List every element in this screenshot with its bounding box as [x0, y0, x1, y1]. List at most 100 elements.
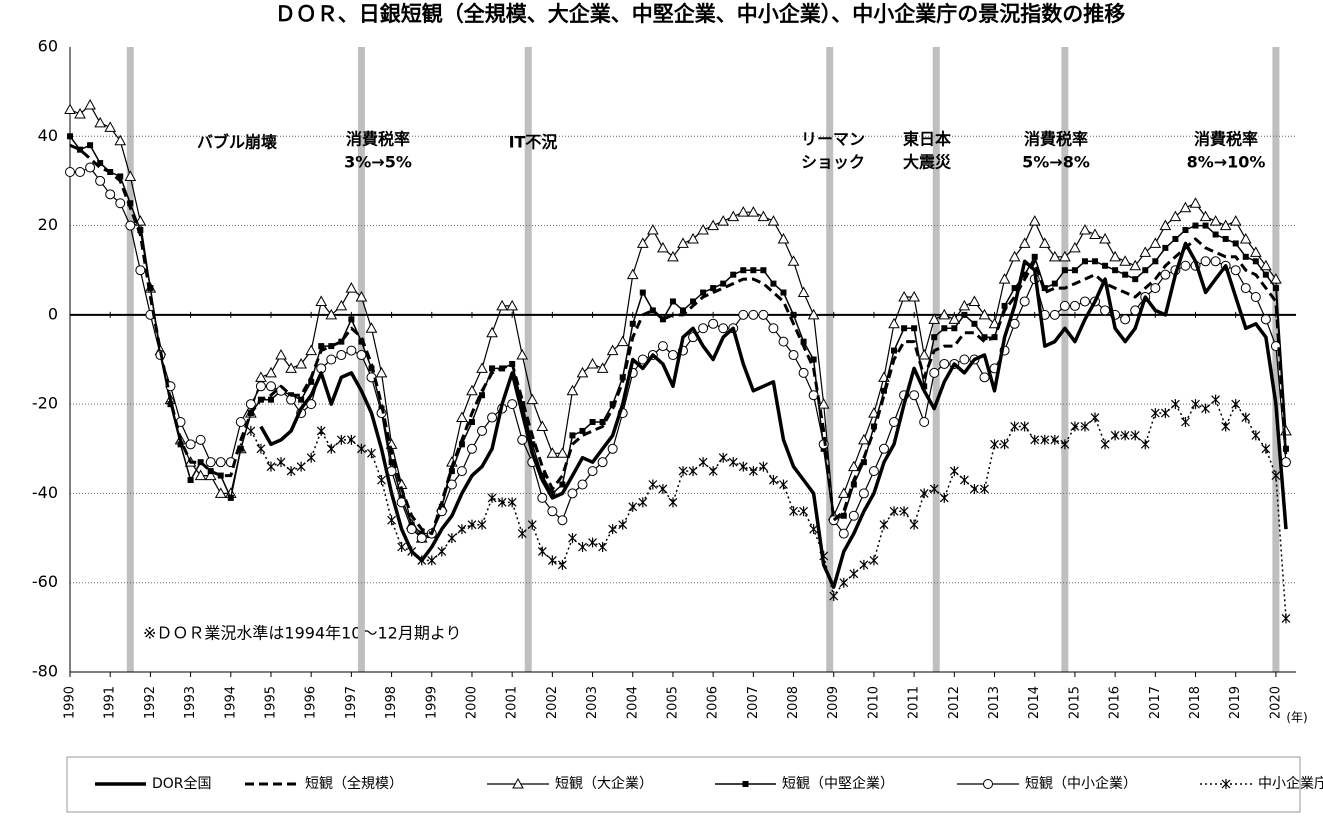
marker	[1229, 215, 1242, 226]
marker	[990, 439, 999, 450]
marker	[859, 559, 869, 570]
marker	[958, 299, 971, 311]
marker	[1089, 228, 1101, 239]
marker	[285, 362, 297, 373]
marker	[848, 510, 859, 521]
marker	[316, 425, 326, 436]
marker	[486, 326, 498, 338]
marker	[981, 334, 988, 341]
marker	[1080, 421, 1090, 432]
x-tick-label: 2019	[1228, 686, 1243, 719]
marker	[637, 354, 648, 365]
marker	[800, 338, 807, 345]
marker	[1120, 314, 1131, 325]
marker	[497, 497, 507, 508]
marker	[215, 457, 226, 468]
marker	[125, 220, 136, 231]
x-tick-label: 1996	[304, 686, 319, 719]
x-tick-label: 2014	[1027, 686, 1042, 719]
marker	[265, 381, 276, 392]
marker	[809, 524, 819, 535]
marker	[959, 354, 970, 365]
marker	[928, 313, 941, 324]
marker	[97, 160, 104, 167]
event-label: 大震災	[903, 153, 952, 172]
marker	[516, 349, 529, 360]
marker	[468, 419, 475, 425]
x-tick-label: 1993	[183, 686, 198, 719]
marker	[1059, 300, 1070, 311]
marker	[647, 224, 659, 235]
legend-label: 中小企業庁	[1258, 775, 1323, 792]
marker	[908, 290, 920, 302]
marker	[338, 338, 345, 345]
y-tick-label: 60	[38, 37, 58, 56]
marker	[586, 357, 599, 369]
marker	[667, 250, 679, 262]
x-tick-label: 2020	[1268, 686, 1283, 719]
marker	[840, 512, 847, 519]
marker	[939, 358, 950, 369]
marker	[557, 559, 567, 570]
marker	[1160, 269, 1171, 280]
marker	[1219, 219, 1232, 231]
marker	[114, 134, 127, 146]
marker	[1152, 258, 1159, 265]
marker	[326, 443, 336, 454]
marker	[607, 443, 618, 454]
marker	[466, 384, 478, 396]
marker	[375, 366, 388, 378]
marker	[777, 232, 790, 244]
marker	[205, 457, 216, 468]
marker	[104, 121, 117, 132]
marker	[718, 452, 728, 463]
marker	[576, 366, 589, 378]
marker	[901, 325, 908, 332]
series	[64, 99, 1292, 543]
marker	[700, 289, 707, 296]
marker	[1050, 434, 1060, 445]
marker	[115, 198, 126, 209]
marker	[1189, 197, 1202, 208]
marker	[1199, 210, 1212, 222]
legend-box	[66, 756, 1301, 813]
marker	[1071, 267, 1078, 274]
marker	[983, 779, 993, 789]
marker	[1120, 430, 1130, 441]
marker	[1110, 430, 1120, 441]
marker	[678, 466, 688, 477]
event-label: 3%→5%	[344, 153, 412, 172]
marker	[727, 210, 740, 222]
marker	[577, 479, 588, 490]
marker	[787, 255, 800, 266]
marker	[137, 227, 144, 234]
marker	[988, 317, 1001, 329]
marker	[1100, 305, 1111, 316]
marker	[437, 546, 447, 557]
marker	[1090, 412, 1100, 423]
marker	[1081, 258, 1088, 265]
marker	[1001, 302, 1008, 309]
marker	[718, 323, 729, 334]
marker	[214, 487, 227, 498]
marker	[1122, 271, 1129, 278]
marker	[608, 524, 618, 535]
series	[69, 143, 1288, 536]
marker	[578, 542, 587, 552]
marker	[1130, 430, 1140, 441]
x-tick-label: 1990	[63, 686, 78, 719]
marker	[447, 533, 457, 544]
marker	[567, 488, 578, 499]
marker	[597, 457, 608, 468]
marker	[267, 396, 274, 403]
marker	[688, 466, 698, 477]
x-tick-label: 1998	[384, 686, 399, 719]
marker	[1092, 258, 1099, 265]
chart-title: ＤＯＲ、日銀短観（全規模、大企業、中堅企業、中小企業）、中小企業庁の景況指数の推…	[275, 2, 1126, 26]
marker	[1251, 430, 1261, 441]
marker	[1160, 408, 1170, 419]
marker	[1221, 421, 1231, 432]
marker	[456, 466, 467, 477]
event-label: 消費税率	[1194, 130, 1258, 149]
marker	[959, 475, 969, 486]
